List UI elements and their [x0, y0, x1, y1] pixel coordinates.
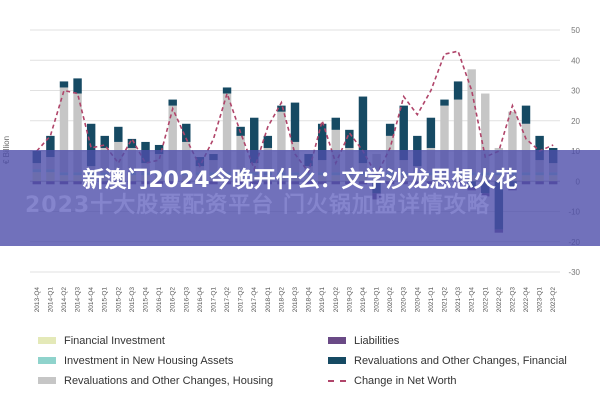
legend-swatch-net-worth	[328, 380, 346, 382]
bar-revaluations-financial	[250, 117, 259, 164]
bar-revaluations-financial	[73, 78, 82, 94]
x-tick-label: 2021-Q4	[469, 287, 476, 313]
bar-revaluations-financial	[399, 105, 408, 161]
x-tick-label: 2019-Q4	[360, 287, 367, 313]
bar-revaluations-financial	[277, 105, 286, 112]
legend-label: Change in Net Worth	[354, 375, 457, 387]
x-tick-label: 2014-Q4	[88, 287, 95, 313]
bar-revaluations-financial	[331, 117, 340, 130]
bar-revaluations-housing	[467, 69, 476, 173]
bar-revaluations-financial	[521, 105, 531, 124]
bar-revaluations-housing	[508, 111, 517, 173]
x-tick-label: 2018-Q4	[306, 287, 313, 313]
x-tick-label: 2023-Q1	[537, 287, 544, 313]
x-tick-label: 2023-Q2	[550, 287, 557, 313]
x-tick-label: 2018-Q2	[278, 287, 285, 313]
y-tick-label: 40	[571, 56, 580, 65]
bar-revaluations-housing	[481, 93, 490, 173]
bar-revaluations-financial	[114, 126, 123, 142]
bar-revaluations-housing	[521, 123, 531, 173]
bar-revaluations-financial	[358, 96, 368, 164]
bar-revaluations-financial	[154, 144, 164, 155]
overlay-title: 新澳门2024今晚开什么：文学沙龙思想火花	[82, 168, 518, 193]
x-tick-label: 2019-Q1	[319, 287, 326, 313]
legend-swatch-new-housing	[38, 357, 56, 364]
bar-revaluations-financial	[453, 81, 463, 100]
bar-revaluations-financial	[182, 123, 191, 142]
x-tick-label: 2016-Q4	[197, 287, 204, 313]
y-tick-label: -30	[568, 268, 580, 277]
y-tick-label: 50	[571, 26, 580, 35]
x-tick-label: 2015-Q4	[143, 287, 150, 313]
legend-swatch-financial-investment	[38, 337, 56, 344]
x-tick-label: 2022-Q4	[523, 287, 530, 313]
x-tick-label: 2019-Q2	[333, 287, 340, 313]
x-tick-label: 2021-Q2	[441, 287, 448, 313]
bar-revaluations-housing	[73, 93, 82, 173]
bar-revaluations-housing	[440, 105, 449, 173]
overlay-banner	[0, 150, 600, 246]
x-tick-label: 2022-Q1	[482, 287, 489, 313]
x-tick-label: 2017-Q4	[251, 287, 258, 313]
bar-revaluations-financial	[59, 81, 69, 88]
x-tick-label: 2019-Q3	[346, 287, 353, 313]
legend-label: Investment in New Housing Assets	[64, 355, 234, 367]
legend-label: Financial Investment	[64, 335, 165, 347]
x-tick-label: 2020-Q4	[414, 287, 421, 313]
bar-revaluations-housing	[222, 93, 232, 173]
x-tick-label: 2014-Q3	[75, 287, 82, 313]
x-tick-label: 2020-Q3	[401, 287, 408, 313]
bar-revaluations-financial	[535, 135, 544, 161]
bar-revaluations-financial	[127, 138, 137, 148]
x-tick-label: 2018-Q1	[265, 287, 272, 313]
bar-revaluations-financial	[263, 135, 273, 148]
x-tick-label: 2016-Q1	[156, 287, 163, 313]
x-tick-label: 2015-Q1	[102, 287, 109, 313]
bar-revaluations-financial	[385, 123, 395, 136]
bar-revaluations-housing	[59, 87, 69, 173]
bar-revaluations-housing	[277, 111, 286, 173]
bar-revaluations-financial	[317, 123, 327, 161]
bar-revaluations-financial	[290, 102, 300, 142]
bar-revaluations-financial	[345, 129, 354, 148]
x-tick-label: 2017-Q2	[224, 287, 231, 313]
bar-revaluations-financial	[440, 99, 449, 106]
legend-label: Revaluations and Other Changes, Financia…	[354, 355, 567, 367]
legend-swatch-revaluations-housing	[38, 377, 56, 384]
legend-label: Liabilities	[354, 335, 400, 347]
x-tick-label: 2017-Q1	[210, 287, 217, 313]
x-tick-label: 2020-Q2	[387, 287, 394, 313]
bar-revaluations-housing	[168, 105, 177, 173]
x-tick-label: 2013-Q4	[34, 287, 41, 313]
bar-revaluations-housing	[453, 99, 463, 173]
x-tick-label: 2021-Q3	[455, 287, 462, 313]
bar-revaluations-financial	[168, 99, 177, 106]
x-tick-label: 2022-Q3	[509, 287, 516, 313]
x-tick-label: 2014-Q1	[47, 287, 54, 313]
y-tick-label: 30	[571, 87, 580, 96]
x-tick-label: 2017-Q3	[238, 287, 245, 313]
x-tick-label: 2021-Q1	[428, 287, 435, 313]
x-tick-label: 2018-Q3	[292, 287, 299, 313]
x-tick-label: 2015-Q2	[115, 287, 122, 313]
chart-legend: Financial Investment Liabilities Investm…	[38, 332, 598, 396]
bar-revaluations-financial	[46, 135, 55, 158]
overlay-ghost-text: 2023十大股票配资平台 门火锅加盟详情攻略	[25, 193, 490, 218]
x-tick-label: 2022-Q2	[496, 287, 503, 313]
bar-revaluations-financial	[100, 135, 109, 148]
legend-swatch-liabilities	[328, 337, 346, 344]
x-tick-label: 2020-Q1	[374, 287, 381, 313]
x-tick-label: 2016-Q2	[170, 287, 177, 313]
bar-revaluations-financial	[426, 117, 436, 148]
x-tick-label: 2015-Q3	[129, 287, 136, 313]
y-tick-label: 20	[571, 117, 580, 126]
legend-label: Revaluations and Other Changes, Housing	[64, 375, 274, 387]
x-tick-label: 2016-Q3	[183, 287, 190, 313]
x-tick-label: 2014-Q2	[61, 287, 68, 313]
bar-revaluations-financial	[222, 87, 232, 94]
legend-swatch-revaluations-financial	[328, 357, 346, 364]
